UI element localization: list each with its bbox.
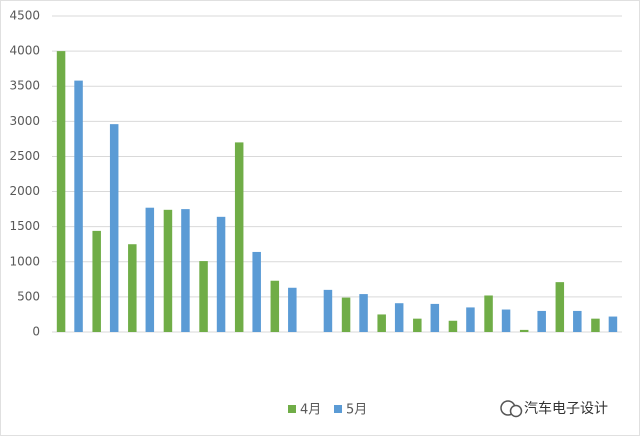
bar (430, 303, 440, 332)
bar (448, 320, 458, 332)
bar (484, 295, 493, 332)
bar (234, 142, 244, 332)
y-tick-label: 3000 (9, 114, 40, 128)
bar (413, 318, 422, 332)
watermark-icon (500, 400, 523, 418)
bar (216, 216, 226, 332)
bar (145, 207, 155, 332)
bar (323, 289, 333, 332)
y-tick-label: 1000 (9, 254, 40, 268)
legend-label: 4月 (300, 403, 321, 418)
bar (341, 297, 351, 332)
bar (252, 251, 261, 332)
bar (92, 230, 101, 332)
bar (199, 261, 208, 332)
bar (56, 51, 66, 332)
y-tick-label: 4500 (9, 9, 40, 23)
bar (501, 309, 511, 332)
bar (359, 294, 368, 332)
bar (163, 209, 173, 332)
bar (466, 307, 475, 332)
bar (608, 316, 618, 332)
bar (109, 124, 119, 333)
bar (377, 314, 386, 332)
bar (181, 209, 190, 332)
y-tick-label: 3500 (9, 79, 40, 93)
bar (591, 318, 600, 332)
bar (74, 80, 83, 332)
bar (537, 310, 546, 332)
y-tick-label: 2500 (9, 149, 40, 163)
legend-swatch (334, 405, 342, 413)
bar (394, 303, 404, 332)
bar (555, 282, 565, 332)
y-tick-label: 0 (32, 325, 40, 339)
y-tick-label: 500 (17, 289, 40, 303)
bar (519, 329, 529, 332)
bar (270, 280, 280, 332)
watermark: 汽车电子设计 (524, 400, 608, 417)
legend-label: 5月 (346, 403, 367, 418)
y-tick-label: 2000 (9, 184, 40, 198)
bar (128, 244, 137, 332)
legend-swatch (288, 405, 296, 413)
bar (573, 310, 582, 332)
y-tick-label: 1500 (9, 219, 40, 233)
y-tick-label: 4000 (9, 44, 40, 58)
bar (288, 287, 297, 332)
